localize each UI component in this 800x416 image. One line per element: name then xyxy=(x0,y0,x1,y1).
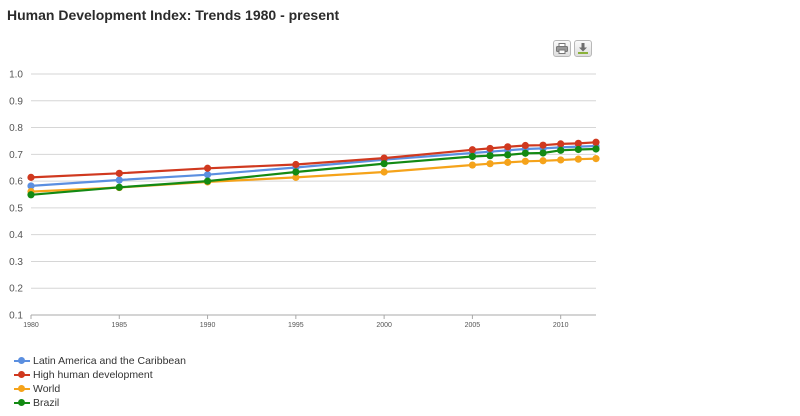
data-point[interactable] xyxy=(521,141,529,150)
x-tick-label: 1995 xyxy=(288,322,304,329)
data-point[interactable] xyxy=(203,177,212,185)
chart-toolbar xyxy=(553,40,592,57)
data-point[interactable] xyxy=(486,152,494,160)
y-tick-label: 0.6 xyxy=(9,177,23,188)
x-tick-label: 1980 xyxy=(23,322,39,329)
data-point[interactable] xyxy=(115,169,123,177)
y-tick-label: 0.7 xyxy=(9,150,23,161)
print-button[interactable] xyxy=(553,40,571,57)
y-tick-label: 0.4 xyxy=(9,230,23,241)
data-point[interactable] xyxy=(574,145,582,154)
data-point[interactable] xyxy=(504,143,512,151)
y-tick-label: 0.3 xyxy=(9,257,23,268)
data-point[interactable] xyxy=(115,183,123,191)
axes: 0.1 0.2 0.3 0.4 0.5 0.6 0.7 0.8 0.9 1.0 1980 1985 19… xyxy=(9,70,596,329)
y-tick-label: 0.5 xyxy=(9,203,23,214)
x-tick-label: 2000 xyxy=(376,322,392,329)
data-point[interactable] xyxy=(27,173,35,181)
y-tick-label: 0.2 xyxy=(9,284,23,295)
series-line xyxy=(30,141,597,179)
data-point[interactable] xyxy=(539,157,547,165)
legend-label: High human development xyxy=(33,369,153,381)
data-point[interactable] xyxy=(203,164,212,172)
data-point[interactable] xyxy=(292,168,300,176)
data-point[interactable] xyxy=(592,145,600,153)
data-point[interactable] xyxy=(115,176,123,184)
x-tick-label: 1990 xyxy=(200,322,216,329)
chart-legend: Latin America and the Caribbean High huma… xyxy=(14,354,186,410)
data-point[interactable] xyxy=(521,149,529,157)
data-point[interactable] xyxy=(574,139,582,147)
data-point[interactable] xyxy=(592,138,600,146)
series-layer xyxy=(27,138,600,199)
legend-item[interactable]: Latin America and the Caribbean xyxy=(14,354,186,368)
data-point[interactable] xyxy=(592,155,600,163)
data-point[interactable] xyxy=(521,157,529,165)
legend-marker xyxy=(14,370,30,380)
data-point[interactable] xyxy=(539,141,547,149)
x-tick-label: 1985 xyxy=(111,322,127,329)
data-point[interactable] xyxy=(504,151,512,159)
legend-marker xyxy=(14,398,30,408)
legend-label: World xyxy=(33,383,61,395)
y-tick-label: 0.8 xyxy=(9,123,23,134)
data-point[interactable] xyxy=(486,144,494,153)
y-tick-label: 1.0 xyxy=(9,70,23,81)
data-point[interactable] xyxy=(27,182,35,190)
data-point[interactable] xyxy=(557,146,565,154)
legend-marker xyxy=(14,384,30,394)
data-point[interactable] xyxy=(468,161,477,169)
printer-icon xyxy=(556,43,568,54)
data-point[interactable] xyxy=(468,146,477,154)
series-high-human-development xyxy=(27,138,600,181)
legend-item[interactable]: Brazil xyxy=(14,396,186,410)
y-tick-label: 0.9 xyxy=(9,96,23,107)
data-point[interactable] xyxy=(380,168,388,176)
data-point[interactable] xyxy=(203,171,212,179)
legend-item[interactable]: World xyxy=(14,382,186,396)
legend-label: Brazil xyxy=(33,397,60,409)
legend-marker xyxy=(14,356,30,366)
data-point[interactable] xyxy=(380,160,388,168)
data-point[interactable] xyxy=(486,160,494,168)
download-icon xyxy=(578,43,588,54)
download-button[interactable] xyxy=(574,40,592,57)
legend-label: Latin America and the Caribbean xyxy=(33,355,186,367)
data-point[interactable] xyxy=(292,173,300,181)
series-world xyxy=(27,155,600,196)
data-point[interactable] xyxy=(557,156,565,164)
series-brazil xyxy=(27,145,600,199)
data-point[interactable] xyxy=(380,154,388,162)
y-tick-label: 0.1 xyxy=(9,311,23,322)
legend-item[interactable]: High human development xyxy=(14,368,186,382)
gridlines xyxy=(31,73,596,316)
data-point[interactable] xyxy=(468,152,477,161)
data-point[interactable] xyxy=(292,160,300,169)
x-tick-label: 2010 xyxy=(553,322,569,329)
data-point[interactable] xyxy=(504,158,512,166)
data-point[interactable] xyxy=(27,191,35,199)
data-point[interactable] xyxy=(539,149,547,157)
data-point[interactable] xyxy=(557,140,565,148)
data-point[interactable] xyxy=(574,155,582,163)
chart-title: Human Development Index: Trends 1980 - p… xyxy=(7,7,340,23)
series-latin-america-and-the-caribbean xyxy=(27,142,600,190)
x-tick-label: 2005 xyxy=(465,322,481,329)
